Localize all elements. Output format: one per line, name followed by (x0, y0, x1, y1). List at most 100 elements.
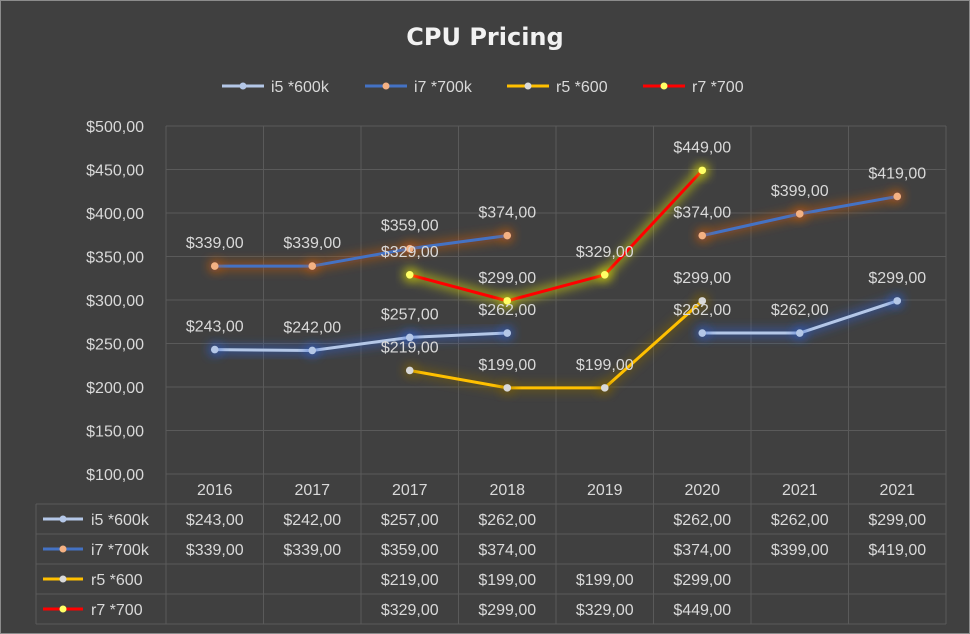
table-cell: $329,00 (381, 602, 439, 619)
data-point-2 (698, 297, 707, 305)
data-point-1 (210, 262, 219, 270)
table-cell: $299,00 (673, 572, 731, 589)
table-legend-marker (59, 545, 67, 553)
legend-marker-1 (382, 82, 390, 90)
table-cell: $199,00 (576, 572, 634, 589)
data-label-0: $262,00 (771, 302, 829, 319)
table-cell: $374,00 (673, 542, 731, 559)
table-cell: $199,00 (478, 572, 536, 589)
legend-label-0: i5 *600k (271, 79, 330, 96)
table-cell: $243,00 (186, 512, 244, 529)
data-label-2: $199,00 (478, 357, 536, 374)
x-tick-label: 2019 (587, 482, 623, 499)
table-series-name: r7 *700 (91, 602, 143, 619)
data-point-0 (795, 329, 804, 337)
y-tick-label: $450,00 (86, 163, 144, 180)
x-tick-label: 2021 (879, 482, 915, 499)
table-legend-marker (59, 515, 67, 523)
table-cell: $359,00 (381, 542, 439, 559)
data-point-2 (405, 366, 414, 375)
data-point-1 (405, 244, 414, 253)
data-label-2: $299,00 (673, 270, 731, 287)
series-line-0 (213, 331, 509, 352)
table-cell: $257,00 (381, 512, 439, 529)
data-point-0 (698, 329, 707, 337)
legend-marker-0 (239, 82, 247, 90)
data-label-0: $299,00 (868, 270, 926, 287)
table-cell: $329,00 (576, 602, 634, 619)
data-label-1: $339,00 (283, 235, 341, 252)
legend-label-1: i7 *700k (414, 79, 473, 96)
table-cell: $299,00 (868, 512, 926, 529)
x-tick-label: 2017 (294, 482, 330, 499)
data-label-3: $329,00 (576, 244, 634, 261)
data-label-1: $374,00 (673, 205, 731, 222)
data-label-1: $419,00 (868, 165, 926, 182)
table-cell: $449,00 (673, 602, 731, 619)
y-tick-label: $200,00 (86, 380, 144, 397)
data-label-0: $257,00 (381, 306, 439, 323)
series-line-3 (408, 168, 704, 303)
table-cell: $262,00 (478, 512, 536, 529)
table-cell: $339,00 (283, 542, 341, 559)
data-label-1: $339,00 (186, 235, 244, 252)
data-label-3: $449,00 (673, 139, 731, 156)
table-series-name: i5 *600k (91, 512, 150, 529)
x-tick-label: 2021 (782, 482, 818, 499)
y-tick-label: $400,00 (86, 206, 144, 223)
x-tick-label: 2020 (684, 482, 720, 499)
data-point-3 (503, 297, 512, 305)
y-tick-label: $100,00 (86, 467, 144, 484)
legend-label-3: r7 *700 (692, 79, 744, 96)
table-cell: $339,00 (186, 542, 244, 559)
data-point-1 (893, 192, 902, 201)
legend-marker-2 (524, 82, 532, 90)
x-tick-label: 2016 (197, 482, 233, 499)
table-series-name: i7 *700k (91, 542, 150, 559)
data-point-3 (405, 270, 414, 279)
x-tick-label: 2018 (489, 482, 525, 499)
data-label-1: $359,00 (381, 218, 439, 235)
data-point-0 (405, 333, 414, 342)
data-label-3: $329,00 (381, 244, 439, 261)
data-point-1 (503, 231, 512, 240)
table-cell: $374,00 (478, 542, 536, 559)
data-label-3: $299,00 (478, 270, 536, 287)
table-cell: $242,00 (283, 512, 341, 529)
data-label-1: $399,00 (771, 183, 829, 200)
chart-title: CPU Pricing (406, 23, 563, 51)
y-tick-label: $500,00 (86, 119, 144, 136)
table-cell: $262,00 (673, 512, 731, 529)
table-legend-marker (59, 575, 67, 583)
data-label-0: $262,00 (673, 302, 731, 319)
data-label-2: $219,00 (381, 339, 439, 356)
y-tick-label: $250,00 (86, 337, 144, 354)
table-cell: $419,00 (868, 542, 926, 559)
table-series-name: r5 *600 (91, 572, 143, 589)
data-point-0 (893, 297, 902, 305)
data-label-1: $374,00 (478, 205, 536, 222)
data-label-0: $262,00 (478, 302, 536, 319)
data-label-0: $243,00 (186, 319, 244, 336)
table-cell: $399,00 (771, 542, 829, 559)
table-cell: $299,00 (478, 602, 536, 619)
data-point-1 (795, 210, 804, 218)
data-point-0 (503, 329, 512, 337)
table-cell: $219,00 (381, 572, 439, 589)
data-label-2: $199,00 (576, 357, 634, 374)
x-tick-label: 2017 (392, 482, 428, 499)
data-point-2 (600, 384, 609, 392)
series-line-2 (408, 299, 704, 390)
y-tick-label: $350,00 (86, 250, 144, 267)
data-point-0 (210, 345, 219, 354)
table-cell: $262,00 (771, 512, 829, 529)
legend-marker-3 (660, 82, 668, 90)
data-point-3 (698, 166, 707, 175)
table-legend-marker (59, 605, 67, 613)
data-point-2 (503, 384, 512, 392)
data-label-0: $242,00 (283, 319, 341, 336)
data-point-0 (308, 346, 317, 355)
legend-label-2: r5 *600 (556, 79, 608, 96)
